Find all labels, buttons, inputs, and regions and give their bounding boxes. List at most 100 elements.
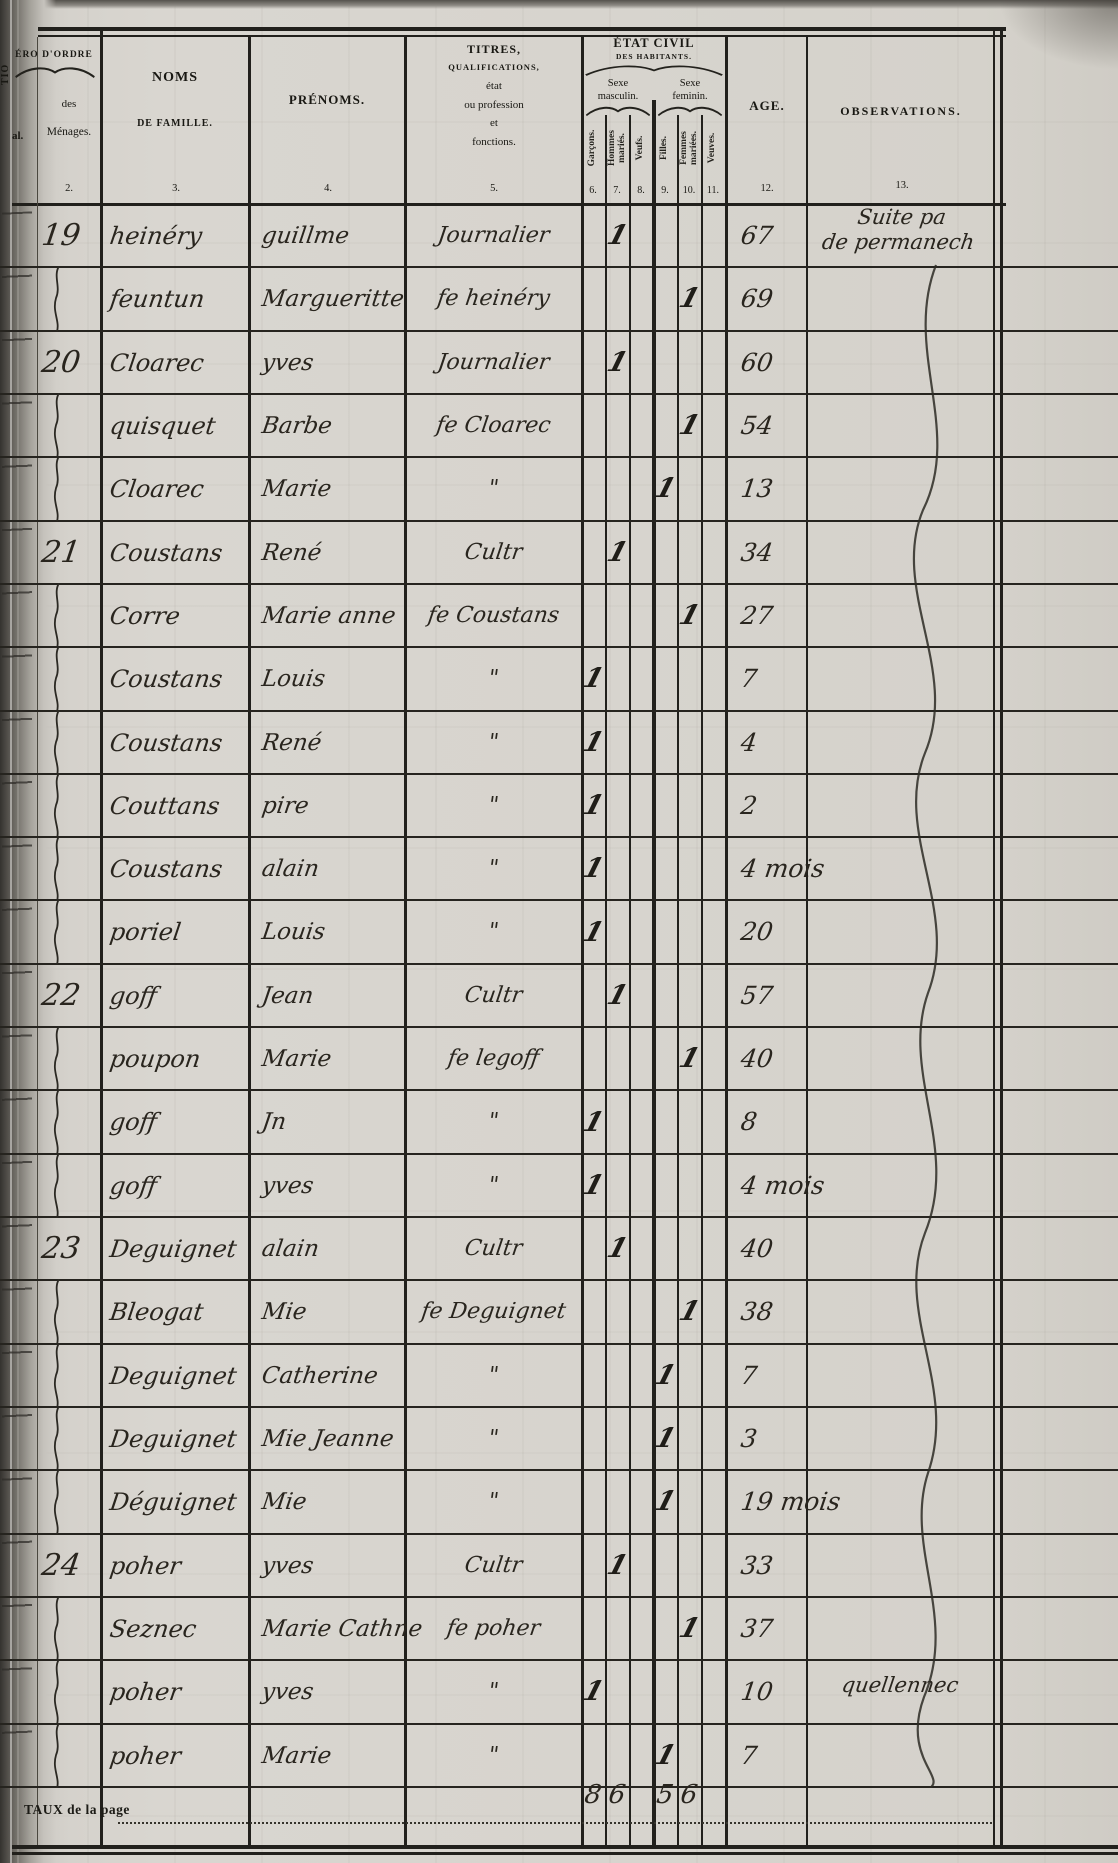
brace-icon (585, 106, 651, 117)
profession-cell: Cultr (463, 1552, 524, 1578)
mark-hommes-maries-cell (605, 458, 629, 519)
mark-hommes-maries-cell (605, 1028, 629, 1089)
observation-cell (804, 1149, 997, 1210)
dotted-leader (118, 1822, 992, 1824)
household-bracket-icon (53, 1405, 60, 1472)
mark-hommes-maries-cell (605, 1661, 629, 1722)
first-name-cell: Marie (260, 475, 334, 502)
profession-cell: Cultr (463, 1236, 524, 1262)
family-name-cell: feuntun (108, 284, 207, 313)
mark-veufs-cell (629, 775, 653, 836)
mark-veuves-cell (701, 775, 725, 836)
mark-garcons-cell (581, 1028, 605, 1089)
mark-filles-cell (653, 1218, 677, 1279)
mark-filles-cell (653, 648, 677, 709)
family-name-cell: Couttans (108, 791, 222, 820)
mark-garcons-cell (581, 1725, 605, 1786)
sexe-masculin-line1: Sexe (607, 78, 629, 89)
tally-mark: 1 (651, 1359, 679, 1391)
mark-femmes-mariees-cell (677, 1345, 701, 1406)
page-top-edge (40, 0, 1118, 9)
mark-veuves-cell (701, 1661, 725, 1722)
household-number-cell (36, 1152, 106, 1218)
household-bracket-icon (53, 456, 60, 522)
subcol-header-hommes-maries: Hommes mariés. (607, 130, 627, 166)
first-name-cell: Louis (260, 919, 327, 946)
first-name-cell: René (260, 539, 324, 566)
mark-veuves-cell (701, 458, 725, 519)
household-bracket-icon (53, 836, 60, 902)
tally-mark: 1 (603, 979, 631, 1011)
mark-veuves-cell (701, 1408, 725, 1469)
household-number-cell (36, 1659, 106, 1725)
household-number-cell (36, 836, 106, 902)
mark-hommes-maries-cell: 1 (603, 522, 631, 583)
mark-veuves-cell (701, 1535, 725, 1596)
observation-cell (804, 1529, 997, 1590)
col1-header-fragment: TIO (0, 63, 11, 85)
mark-garcons-cell: 1 (579, 648, 607, 709)
mark-veufs-cell (629, 1091, 653, 1152)
mark-hommes-maries-cell: 1 (603, 1218, 631, 1279)
mark-garcons-cell: 1 (579, 712, 607, 773)
first-name-cell: Marie Cathne (260, 1615, 425, 1642)
first-name-cell: Margueritte (260, 285, 406, 312)
household-bracket-icon (53, 1659, 60, 1725)
family-name-cell: Seznec (108, 1614, 199, 1643)
mark-femmes-mariees-cell: 1 (675, 395, 703, 456)
census-row: 23 Deguignet alain Cultr 1 40 (0, 1218, 1118, 1282)
mark-femmes-mariees-cell (677, 205, 701, 266)
mark-femmes-mariees-cell (677, 1218, 701, 1279)
household-number: 19 (39, 218, 83, 254)
household-bracket-icon (53, 392, 60, 459)
household-number-cell (36, 1405, 106, 1472)
first-name-cell: alain (260, 855, 321, 882)
census-row: Coustans Louis " 1 7 (0, 646, 1118, 712)
mark-femmes-mariees-cell: 1 (675, 1598, 703, 1659)
mark-veuves-cell (701, 1091, 725, 1152)
household-number-cell (36, 266, 106, 332)
mark-veufs-cell (629, 965, 653, 1026)
mark-filles-cell (653, 1028, 677, 1089)
col-number-7: 7. (613, 185, 621, 196)
col-divider-noms (248, 37, 251, 1847)
first-name-cell: Jn (260, 1109, 288, 1136)
mark-hommes-maries-cell: 1 (603, 965, 631, 1026)
mark-hommes-maries-cell (605, 901, 629, 962)
household-bracket-icon (53, 1722, 60, 1788)
mark-garcons-cell (581, 1281, 605, 1342)
tally-mark: 1 (603, 220, 631, 252)
mark-garcons-cell (581, 1218, 605, 1279)
mark-filles-cell: 1 (651, 1725, 679, 1786)
mark-garcons-cell (581, 585, 605, 646)
mark-femmes-mariees-cell: 1 (675, 1028, 703, 1089)
mark-veufs-cell (629, 332, 653, 393)
sexe-feminin-line2: feminin. (672, 91, 708, 102)
mark-femmes-mariees-cell (677, 775, 701, 836)
observation-cell: Suite pa de permanech (820, 204, 977, 254)
mark-veuves-cell (701, 522, 725, 583)
mark-garcons-cell (581, 268, 605, 329)
observation-cell (804, 326, 997, 387)
mark-veufs-cell (629, 648, 653, 709)
mark-veufs-cell (629, 1408, 653, 1469)
mark-veufs-cell (629, 838, 653, 899)
observation-cell (804, 1592, 997, 1653)
observation-cell (804, 642, 997, 703)
mark-veuves-cell (701, 648, 725, 709)
family-name-cell: Cloarec (108, 474, 206, 503)
prenoms-header: PRÉNOMS. (288, 92, 366, 107)
census-row: feuntun Margueritte fe heinéry 1 69 (0, 266, 1118, 332)
observation-cell (804, 389, 997, 450)
col-number-8: 8. (637, 185, 645, 196)
noms-header-line1: NOMS (152, 70, 198, 85)
household-bracket-icon (53, 1469, 60, 1535)
tally-mark: 1 (675, 410, 703, 442)
tally-mark: 1 (579, 1106, 607, 1138)
profession-cell: fe heinéry (435, 286, 552, 312)
first-name-cell: Mie (260, 1488, 309, 1515)
mark-hommes-maries-cell (605, 775, 629, 836)
brace-icon (657, 106, 723, 117)
tally-mark: 1 (651, 1739, 679, 1771)
mark-veuves-cell (701, 1028, 725, 1089)
